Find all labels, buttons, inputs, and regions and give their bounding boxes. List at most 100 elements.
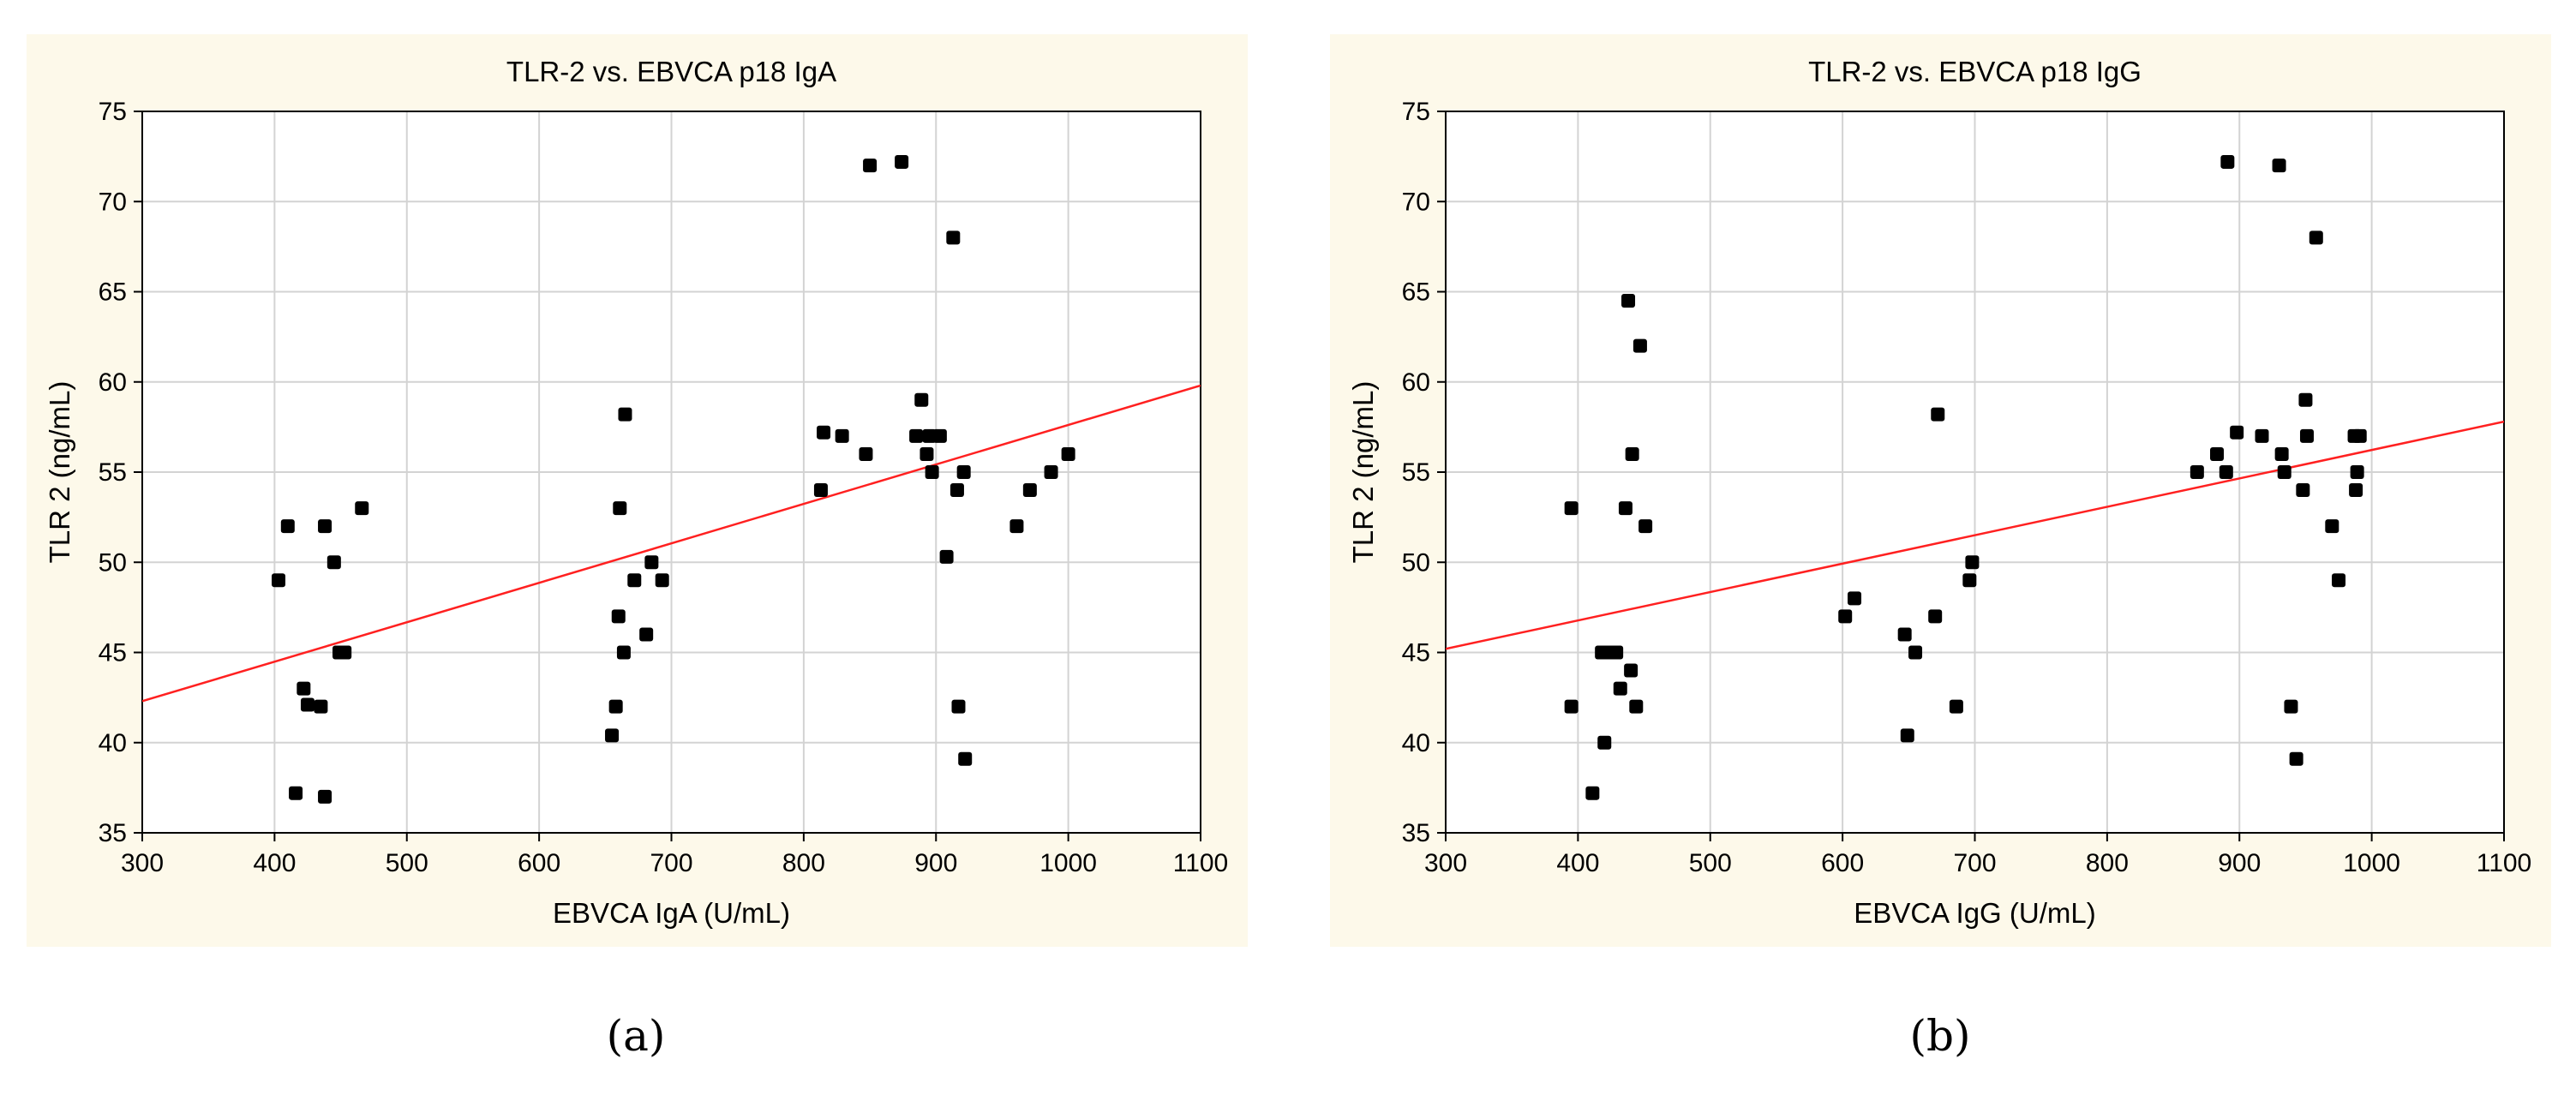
y-tick-label: 50 <box>99 548 127 577</box>
y-tick-label: 65 <box>1402 278 1430 307</box>
data-point <box>655 573 669 588</box>
data-point <box>2289 751 2303 766</box>
data-point <box>1949 699 1963 714</box>
data-point <box>355 501 369 516</box>
data-point <box>2220 154 2235 169</box>
x-tick-label: 1100 <box>2477 849 2532 877</box>
data-point <box>272 573 286 588</box>
x-tick-label: 800 <box>782 849 825 877</box>
data-point <box>1564 699 1579 714</box>
y-tick-label: 50 <box>1402 548 1430 577</box>
data-point <box>2309 230 2323 245</box>
data-point <box>859 446 873 461</box>
x-axis-label: EBVCA IgG (U/mL) <box>1854 897 2095 929</box>
data-point <box>2349 483 2363 498</box>
data-point <box>1928 609 1943 624</box>
data-point <box>863 159 878 173</box>
y-tick-label: 40 <box>99 729 127 757</box>
x-tick-label: 600 <box>1821 849 1864 877</box>
data-point <box>932 428 947 443</box>
data-point <box>639 627 654 642</box>
chart-panel-a: TLR-2 vs. EBVCA p18 IgA 300 400 500 600 700 80… <box>27 34 1248 947</box>
plot-frame <box>141 111 1201 834</box>
x-tick-label: 700 <box>650 849 692 877</box>
data-point <box>1908 645 1923 660</box>
data-point <box>1613 681 1627 696</box>
y-tick-label: 70 <box>1402 188 1430 216</box>
y-tick-label: 65 <box>99 278 127 307</box>
data-point <box>1838 609 1853 624</box>
data-point <box>2332 573 2346 588</box>
data-point <box>835 428 849 443</box>
data-point <box>616 645 631 660</box>
data-point <box>1638 519 1653 534</box>
data-point <box>922 428 937 443</box>
data-point <box>895 154 909 169</box>
data-point <box>1044 465 1058 479</box>
data-point <box>2274 446 2289 461</box>
data-point <box>300 697 315 712</box>
data-point <box>1897 627 1912 642</box>
plot-frame <box>1445 111 2505 834</box>
y-tick-label: 35 <box>1402 819 1430 847</box>
data-point <box>2255 428 2269 443</box>
y-tick-label: 55 <box>1402 458 1430 487</box>
data-point <box>2284 699 2298 714</box>
regression-line <box>142 384 1201 703</box>
data-point <box>627 573 642 588</box>
data-point <box>958 751 973 766</box>
y-tick-label: 60 <box>99 368 127 397</box>
y-tick-label: 45 <box>99 639 127 667</box>
data-point <box>1624 663 1638 678</box>
chart-panel-b: TLR-2 vs. EBVCA p18 IgG 300 400 500 600 700 80… <box>1330 34 2551 947</box>
y-tick-label: 40 <box>1402 729 1430 757</box>
data-point <box>644 555 659 570</box>
data-point <box>608 699 623 714</box>
caption-a: (a) <box>606 1011 666 1061</box>
data-point <box>2325 519 2339 534</box>
x-tick-label: 400 <box>1556 849 1599 877</box>
data-point <box>1848 591 1862 606</box>
data-point <box>1009 519 1024 534</box>
scatter-chart-a: TLR-2 vs. EBVCA p18 IgA 300 400 500 600 700 80… <box>27 34 1248 947</box>
x-tick-label: 800 <box>2086 849 2129 877</box>
data-point <box>2277 465 2291 479</box>
scatter-chart-b: TLR-2 vs. EBVCA p18 IgG 300 400 500 600 700 80… <box>1330 34 2551 947</box>
regression-line <box>1446 420 2504 650</box>
data-point <box>605 728 620 743</box>
data-point <box>1618 501 1632 516</box>
data-point <box>1962 573 1977 588</box>
data-point <box>613 501 627 516</box>
data-point <box>817 425 831 440</box>
data-point <box>925 465 939 479</box>
data-point <box>1900 728 1914 743</box>
data-point <box>326 555 341 570</box>
data-point <box>920 446 934 461</box>
y-tick-label: 55 <box>99 458 127 487</box>
data-point <box>2210 446 2225 461</box>
chart-title: TLR-2 vs. EBVCA p18 IgG <box>1808 56 2142 87</box>
data-point <box>280 519 295 534</box>
data-point <box>951 699 966 714</box>
y-tick-label: 75 <box>99 98 127 126</box>
x-tick-label: 900 <box>914 849 957 877</box>
y-tick-label: 70 <box>99 188 127 216</box>
data-point <box>297 681 311 696</box>
data-point <box>2350 465 2364 479</box>
x-axis-label: EBVCA IgA (U/mL) <box>553 897 790 929</box>
data-point <box>946 230 961 245</box>
caption-b: (b) <box>1909 1011 1971 1061</box>
x-tick-label: 1000 <box>2343 849 2400 877</box>
data-point <box>1022 483 1037 498</box>
x-tick-label: 1000 <box>1039 849 1097 877</box>
x-tick-label: 600 <box>518 849 560 877</box>
y-tick-label: 60 <box>1402 368 1430 397</box>
y-tick-label: 45 <box>1402 639 1430 667</box>
data-point <box>1632 338 1647 353</box>
data-point <box>2230 425 2244 440</box>
data-point <box>1931 407 1945 422</box>
data-point <box>318 789 332 804</box>
y-axis-label: TLR 2 (ng/mL) <box>1347 381 1379 564</box>
data-point <box>338 645 352 660</box>
chart-title: TLR-2 vs. EBVCA p18 IgA <box>506 56 836 87</box>
